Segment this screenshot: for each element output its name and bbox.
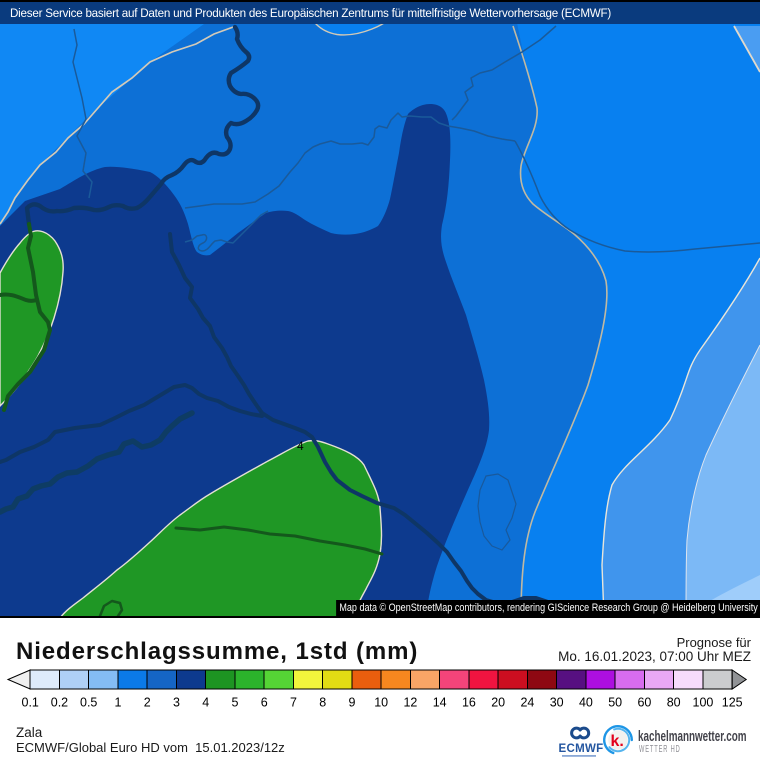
svg-text:0.5: 0.5	[80, 696, 97, 710]
svg-text:2: 2	[144, 696, 151, 710]
svg-text:12: 12	[403, 696, 417, 710]
svg-text:7: 7	[290, 696, 297, 710]
svg-text:125: 125	[722, 696, 743, 710]
svg-text:10: 10	[374, 696, 388, 710]
svg-text:20: 20	[491, 696, 505, 710]
svg-text:8: 8	[319, 696, 326, 710]
svg-text:5: 5	[231, 696, 238, 710]
svg-text:k.: k.	[611, 733, 624, 750]
svg-text:80: 80	[667, 696, 681, 710]
svg-text:6: 6	[261, 696, 268, 710]
svg-text:50: 50	[608, 696, 622, 710]
svg-text:0.1: 0.1	[22, 696, 39, 710]
svg-text:40: 40	[579, 696, 593, 710]
svg-text:30: 30	[550, 696, 564, 710]
svg-text:16: 16	[462, 696, 476, 710]
svg-text:1: 1	[114, 696, 121, 710]
svg-text:60: 60	[637, 696, 651, 710]
svg-text:0.2: 0.2	[51, 696, 68, 710]
svg-text:4: 4	[297, 439, 304, 453]
svg-text:14: 14	[433, 696, 447, 710]
svg-text:24: 24	[520, 696, 534, 710]
svg-text:100: 100	[693, 696, 714, 710]
svg-text:4: 4	[202, 696, 209, 710]
svg-text:9: 9	[348, 696, 355, 710]
svg-text:3: 3	[173, 696, 180, 710]
